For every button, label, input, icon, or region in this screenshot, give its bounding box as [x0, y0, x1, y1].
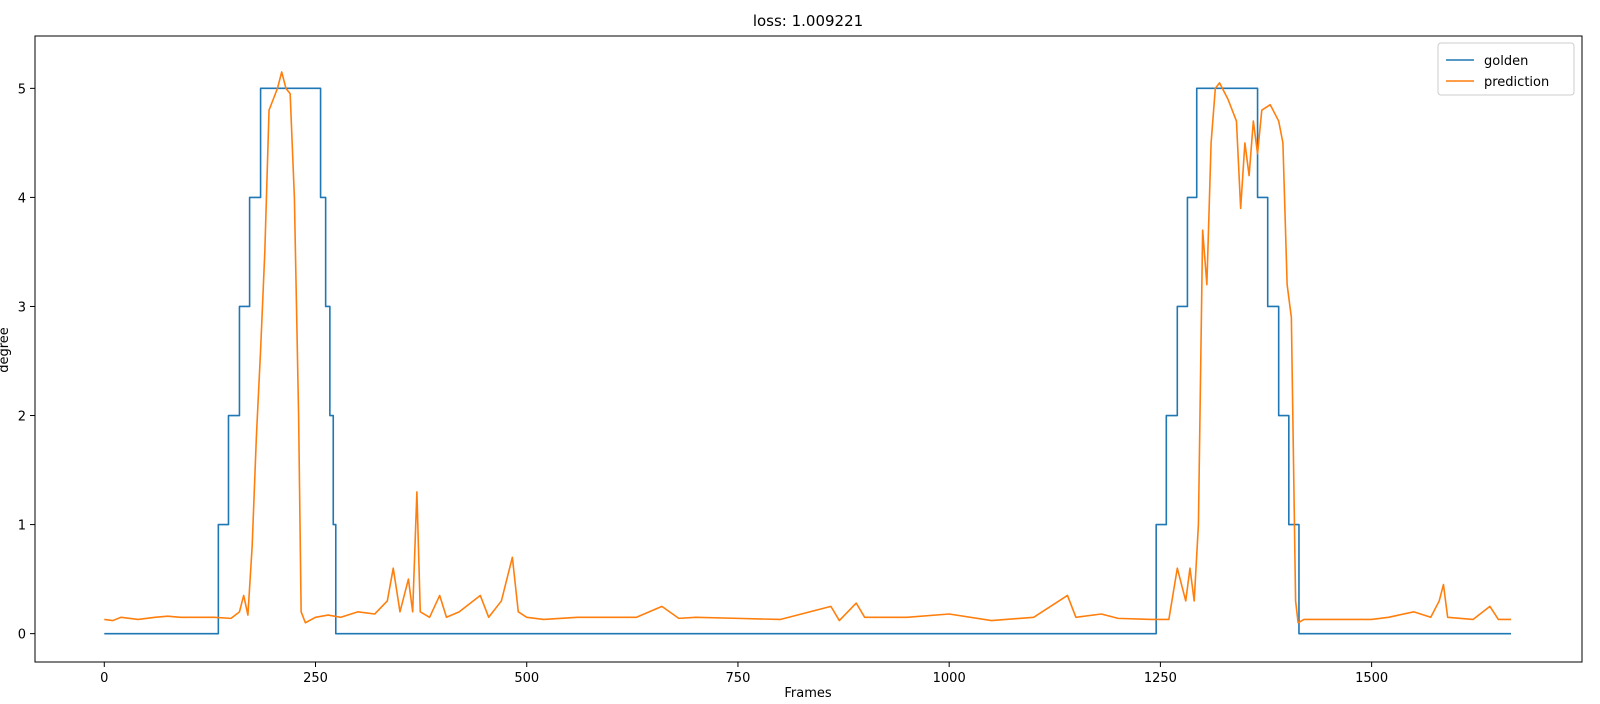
legend-label: prediction: [1484, 75, 1549, 90]
y-tick-label: 4: [18, 191, 26, 206]
y-tick-label: 1: [18, 519, 26, 534]
y-tick-label: 2: [18, 410, 26, 425]
legend-label: golden: [1484, 54, 1528, 69]
x-tick-label: 1000: [933, 671, 966, 686]
y-axis-label: degree: [0, 327, 12, 373]
x-tick-label: 0: [100, 671, 108, 686]
x-tick-label: 1250: [1144, 671, 1177, 686]
y-tick-label: 5: [18, 82, 26, 97]
series-line: [104, 71, 1512, 624]
x-axis-label: Frames: [784, 686, 832, 700]
x-tick-label: 1500: [1355, 671, 1388, 686]
series-line: [104, 87, 1512, 635]
y-tick-label: 3: [18, 300, 26, 315]
y-tick-label: 0: [18, 628, 26, 643]
x-tick-label: 750: [726, 671, 751, 686]
plot-frame: [34, 35, 1583, 663]
chart-title: loss: 1.009221: [753, 12, 863, 30]
x-tick-label: 500: [514, 671, 539, 686]
x-tick-label: 250: [303, 671, 328, 686]
legend-box: [1437, 42, 1575, 96]
